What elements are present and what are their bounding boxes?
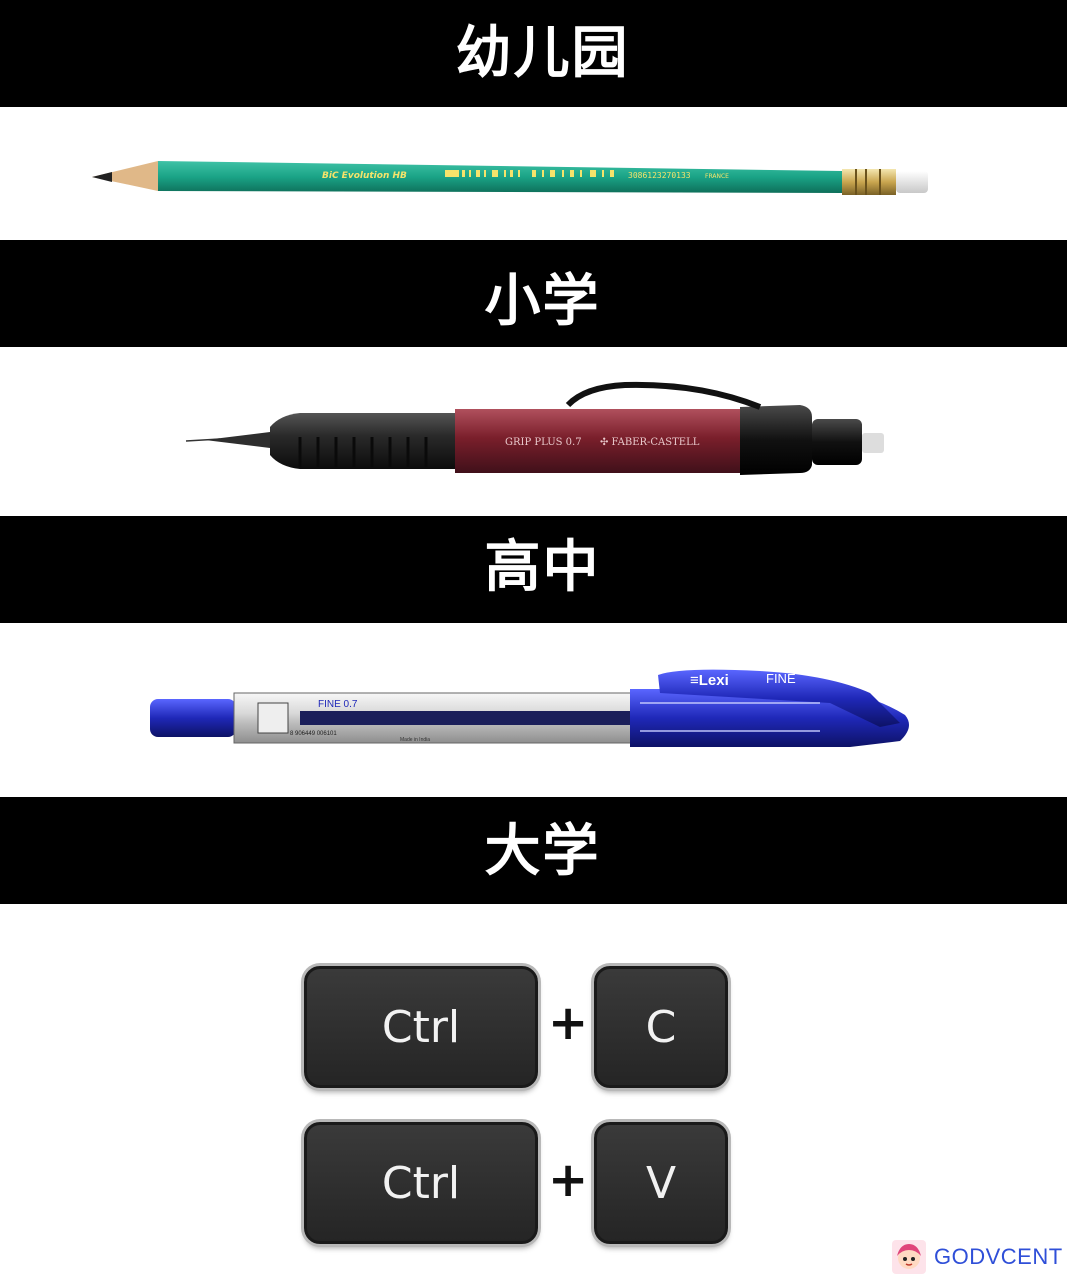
gel-pen-icon: FINE 0.7 8 906449 006101 Made in India ≡…	[150, 669, 909, 747]
watermark: GODVCENT	[892, 1240, 1063, 1274]
stage-label: 大学	[484, 819, 601, 884]
stage-band-high-school: 高中	[0, 516, 1067, 623]
svg-text:Made in India: Made in India	[400, 737, 430, 743]
stage-band-primary-school: 小学	[0, 240, 1067, 347]
stage-label: 小学	[484, 269, 601, 334]
gel-pen-illustration: FINE 0.7 8 906449 006101 Made in India ≡…	[0, 623, 1067, 797]
mech-pencil-brand-text: ✣ FABER-CASTELL	[600, 437, 700, 448]
wooden-pencil-icon: BiC Evolution HB 3086123270133 FRANCE	[92, 161, 928, 195]
stage-label: 幼儿园	[455, 21, 630, 86]
pen-brand-text: ≡Lexi	[690, 672, 729, 689]
cartoon-girl-icon	[892, 1240, 926, 1274]
mechanical-pencil-illustration: GRIP PLUS 0.7 ✣ FABER-CASTELL	[0, 347, 1067, 516]
stage-label: 高中	[484, 535, 601, 600]
mechanical-pencil-icon: GRIP PLUS 0.7 ✣ FABER-CASTELL	[185, 381, 884, 475]
wooden-pencil-illustration: BiC Evolution HB 3086123270133 FRANCE	[0, 107, 1067, 240]
mech-pencil-model-text: GRIP PLUS 0.7	[505, 437, 582, 448]
svg-text:3086123270133: 3086123270133	[628, 171, 691, 180]
plus-sign: +	[548, 995, 589, 1051]
pen-model-text: FINE	[766, 671, 796, 686]
stage-band-kindergarten: 幼儿园	[0, 0, 1067, 107]
svg-text:FINE 0.7: FINE 0.7	[318, 699, 358, 710]
svg-text:8 906449 006101: 8 906449 006101	[290, 731, 337, 737]
ctrl-key: Ctrl	[304, 966, 538, 1088]
svg-text:FRANCE: FRANCE	[705, 173, 729, 180]
ctrl-key: Ctrl	[304, 1122, 538, 1244]
plus-sign: +	[548, 1152, 589, 1208]
stage-band-university: 大学	[0, 797, 1067, 904]
v-key: V	[594, 1122, 728, 1244]
pencil-brand-text: BiC Evolution HB	[322, 171, 407, 181]
c-key: C	[594, 966, 728, 1088]
watermark-text: GODVCENT	[934, 1244, 1063, 1269]
